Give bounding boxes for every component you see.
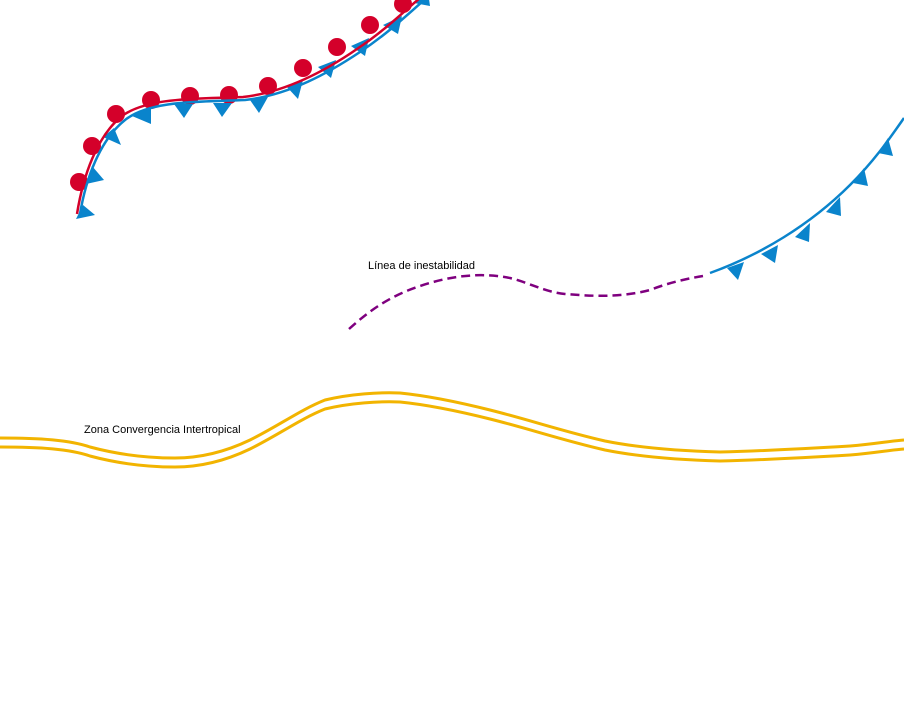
cold-front: [709, 117, 904, 280]
cold-front-triangle: [174, 104, 193, 118]
cold-front-triangle: [383, 16, 402, 34]
cold-front-line: [709, 117, 904, 275]
cold-front-triangle: [727, 262, 744, 280]
warm-front-symbols: [70, 0, 412, 191]
warm-front-semicircle: [361, 16, 379, 34]
cold-front-triangle: [132, 108, 151, 124]
cold-front-triangle: [213, 103, 232, 117]
stationary-front: [70, 0, 430, 219]
cold-front-triangle: [76, 205, 95, 219]
cold-front-triangle: [103, 128, 121, 145]
stationary-front-blue-line: [78, 0, 427, 215]
cold-front-triangle: [826, 197, 841, 216]
cold-front-triangle: [853, 168, 868, 186]
itcz-label: Zona Convergencia Intertropical: [84, 424, 241, 436]
cold-front-triangles: [727, 138, 893, 280]
warm-front-semicircle: [328, 38, 346, 56]
itcz-line-upper: [0, 391, 904, 460]
cold-front-triangle: [761, 245, 778, 263]
cold-front-triangle: [250, 97, 268, 113]
itcz: [0, 391, 904, 469]
cold-front-triangle: [795, 223, 810, 242]
cold-front-triangle: [878, 138, 893, 156]
warm-front-semicircle: [294, 59, 312, 77]
stationary-front-red-line: [75, 0, 420, 215]
squall-line: [348, 273, 704, 330]
itcz-line-lower: [0, 400, 904, 469]
squall-line-label: Línea de inestabilidad: [368, 260, 475, 272]
